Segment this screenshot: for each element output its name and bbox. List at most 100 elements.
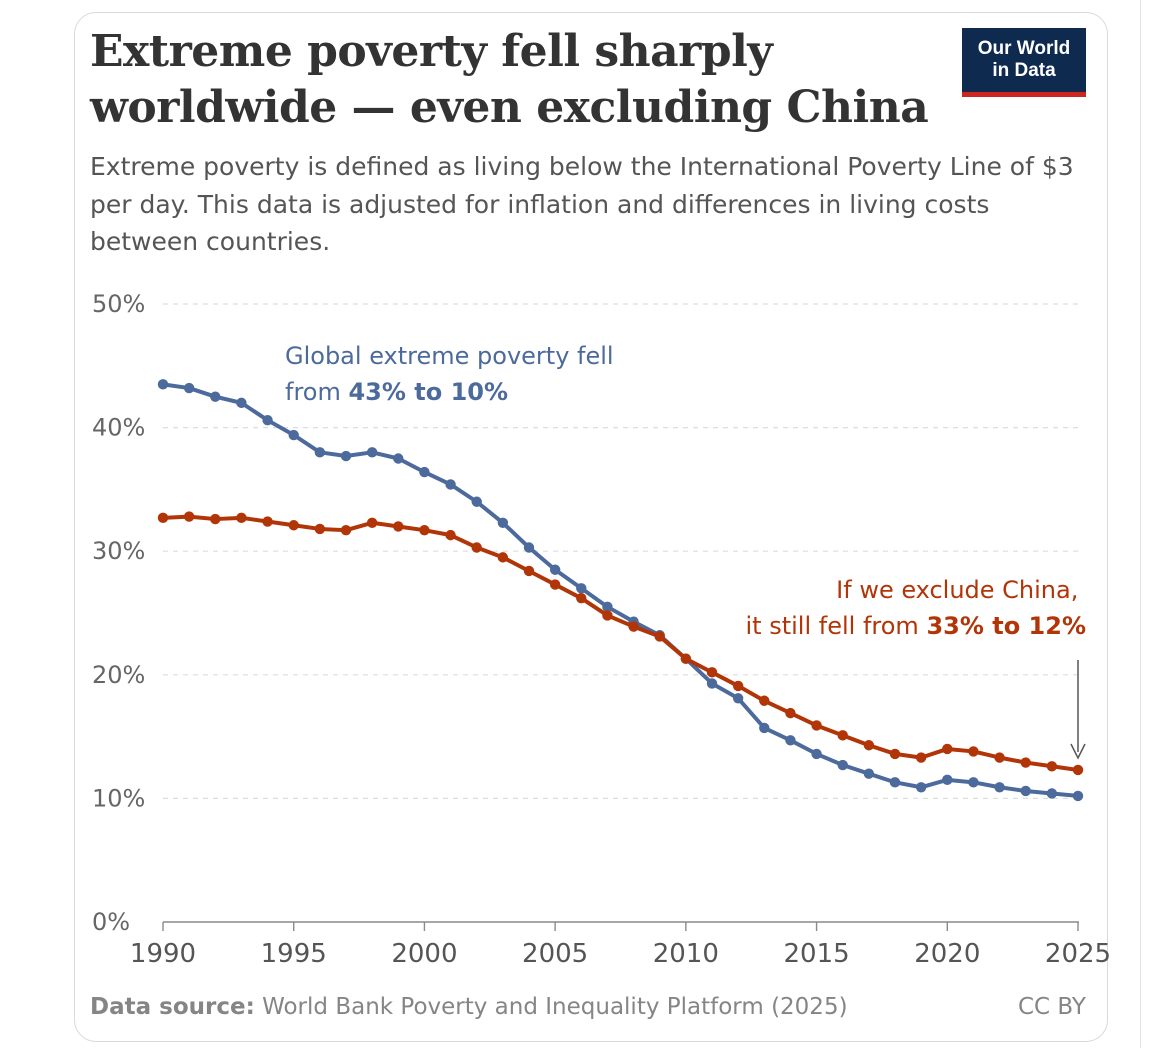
point-excluding-china-2014[interactable] (785, 707, 796, 719)
point-global-1994[interactable] (262, 414, 273, 426)
x-tick-label-1995: 1995 (261, 939, 327, 969)
point-excluding-china-2015[interactable] (811, 720, 822, 731)
x-tick-label-2025: 2025 (1045, 939, 1111, 969)
point-excluding-china-1990[interactable] (157, 512, 169, 524)
point-excluding-china-2000[interactable] (419, 524, 430, 536)
point-global-1992[interactable] (210, 391, 221, 402)
logo-line-2: in Data (992, 60, 1056, 81)
point-excluding-china-1994[interactable] (262, 516, 273, 527)
point-global-2006[interactable] (576, 583, 587, 594)
annotation-china-prefix: it still fell from (746, 612, 927, 640)
annotation-global-prefix: from (285, 378, 348, 406)
x-tick-label-2015: 2015 (783, 939, 849, 969)
point-excluding-china-1998[interactable] (366, 517, 378, 528)
point-excluding-china-2019[interactable] (915, 752, 927, 763)
annotation-global: Global extreme poverty fell from 43% to … (285, 342, 621, 406)
owid-logo[interactable]: Our World in Data (962, 28, 1086, 97)
y-tick-label-10: 10% (92, 784, 145, 812)
point-excluding-china-2021[interactable] (968, 746, 979, 757)
point-global-2003[interactable] (497, 517, 509, 528)
point-global-2018[interactable] (889, 777, 901, 788)
point-excluding-china-2004[interactable] (523, 565, 535, 577)
point-global-1997[interactable] (340, 450, 352, 462)
point-excluding-china-2010[interactable] (680, 653, 692, 664)
page-edge-divider (1140, 0, 1141, 1048)
point-excluding-china-2001[interactable] (445, 529, 456, 541)
point-global-2005[interactable] (549, 564, 561, 575)
point-global-2021[interactable] (968, 777, 979, 788)
y-axis-tick-labels: 0% 10% 20% 30% 40% 50% (92, 290, 145, 936)
annotation-global-range: 43% to 10% (348, 378, 508, 406)
annotation-excluding-china: If we exclude China, it still fell from … (746, 576, 1086, 640)
point-excluding-china-1999[interactable] (393, 521, 404, 532)
point-global-2015[interactable] (811, 748, 822, 760)
point-excluding-china-2009[interactable] (654, 631, 665, 642)
point-global-2014[interactable] (785, 735, 796, 746)
series-global (157, 379, 1084, 802)
point-global-2023[interactable] (1020, 785, 1031, 797)
point-global-2011[interactable] (706, 678, 718, 689)
point-global-1991[interactable] (183, 382, 195, 394)
point-excluding-china-2005[interactable] (549, 579, 561, 590)
point-excluding-china-2007[interactable] (602, 610, 613, 621)
point-excluding-china-1995[interactable] (288, 520, 299, 531)
point-global-2016[interactable] (837, 759, 848, 771)
data-source-text: World Bank Poverty and Inequality Platfo… (254, 994, 848, 1020)
x-axis: 1990 1995 2000 2005 2010 2015 2020 2025 (130, 921, 1111, 969)
point-excluding-china-2025[interactable] (1072, 764, 1084, 776)
point-global-2007[interactable] (602, 601, 613, 613)
point-excluding-china-2013[interactable] (759, 695, 770, 706)
y-tick-label-40: 40% (92, 414, 145, 442)
point-global-2017[interactable] (863, 768, 875, 779)
point-excluding-china-2018[interactable] (889, 748, 901, 760)
point-global-2000[interactable] (419, 466, 430, 478)
point-excluding-china-1997[interactable] (340, 524, 352, 536)
point-excluding-china-2020[interactable] (942, 743, 953, 755)
point-global-2022[interactable] (994, 782, 1005, 793)
point-excluding-china-2023[interactable] (1020, 757, 1031, 768)
point-global-2019[interactable] (915, 782, 927, 793)
annotation-china-line-1: If we exclude China, (836, 576, 1078, 604)
point-excluding-china-2008[interactable] (628, 621, 639, 632)
point-global-2024[interactable] (1046, 788, 1058, 799)
point-global-1990[interactable] (157, 379, 169, 390)
point-excluding-china-2006[interactable] (576, 592, 587, 604)
point-global-1996[interactable] (314, 447, 326, 458)
grid-lines (163, 303, 1082, 800)
point-global-2013[interactable] (759, 722, 770, 734)
point-global-1999[interactable] (393, 453, 404, 464)
annotation-arrow (1070, 660, 1086, 760)
y-tick-label-50: 50% (92, 290, 145, 318)
x-tick-label-2020: 2020 (914, 939, 980, 969)
license-link[interactable]: CC BY (1017, 994, 1086, 1020)
point-excluding-china-1993[interactable] (236, 512, 247, 524)
chart-title: Extreme poverty fell sharply worldwide —… (90, 24, 930, 136)
point-global-2004[interactable] (523, 542, 535, 553)
point-global-1998[interactable] (366, 447, 378, 458)
point-excluding-china-2012[interactable] (732, 680, 744, 692)
point-excluding-china-2016[interactable] (837, 730, 848, 741)
point-global-2020[interactable] (942, 774, 953, 786)
point-global-1995[interactable] (288, 429, 299, 441)
point-excluding-china-2011[interactable] (706, 667, 718, 678)
series-excluding-china (157, 511, 1084, 776)
point-excluding-china-2017[interactable] (863, 740, 875, 751)
y-tick-label-20: 20% (92, 661, 145, 689)
point-global-2002[interactable] (471, 496, 482, 507)
point-excluding-china-2002[interactable] (471, 542, 482, 553)
point-excluding-china-2024[interactable] (1046, 761, 1058, 772)
y-tick-label-30: 30% (92, 537, 145, 565)
chart-card (74, 12, 1108, 1042)
point-excluding-china-1992[interactable] (210, 513, 221, 525)
point-excluding-china-1996[interactable] (314, 523, 326, 535)
annotation-china-range: 33% to 12% (926, 612, 1086, 640)
point-global-2025[interactable] (1072, 790, 1084, 802)
data-source: Data source: World Bank Poverty and Ineq… (90, 994, 1090, 1020)
point-global-1993[interactable] (236, 397, 247, 409)
point-global-2012[interactable] (732, 693, 744, 704)
point-excluding-china-2022[interactable] (994, 752, 1005, 763)
point-excluding-china-2003[interactable] (497, 552, 509, 563)
point-global-2001[interactable] (445, 479, 456, 490)
point-excluding-china-1991[interactable] (183, 511, 195, 522)
